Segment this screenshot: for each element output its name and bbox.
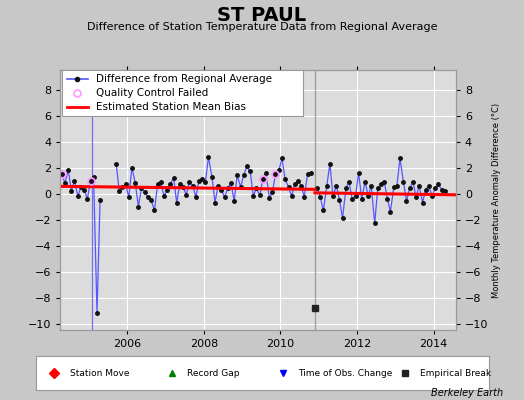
Text: Difference of Station Temperature Data from Regional Average: Difference of Station Temperature Data f… xyxy=(87,22,437,32)
Text: Time of Obs. Change: Time of Obs. Change xyxy=(299,368,393,378)
Y-axis label: Monthly Temperature Anomaly Difference (°C): Monthly Temperature Anomaly Difference (… xyxy=(493,102,501,298)
Text: Empirical Break: Empirical Break xyxy=(420,368,491,378)
Text: Quality Control Failed: Quality Control Failed xyxy=(95,88,208,98)
Text: Record Gap: Record Gap xyxy=(188,368,240,378)
Text: Difference from Regional Average: Difference from Regional Average xyxy=(95,74,271,84)
Text: Estimated Station Mean Bias: Estimated Station Mean Bias xyxy=(95,102,246,112)
Text: Berkeley Earth: Berkeley Earth xyxy=(431,388,503,398)
Text: ST PAUL: ST PAUL xyxy=(217,6,307,25)
Text: Station Move: Station Move xyxy=(70,368,129,378)
